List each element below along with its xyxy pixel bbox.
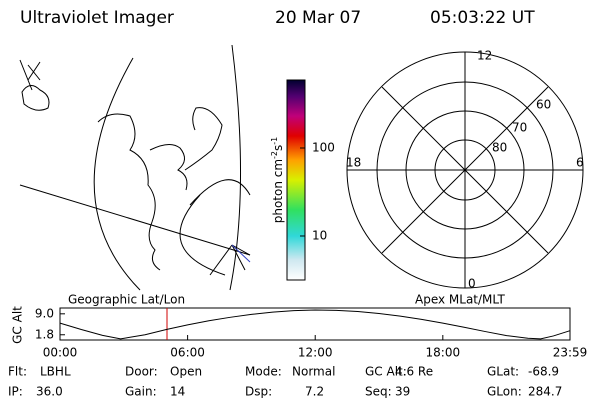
field-label: Door:: [125, 365, 158, 379]
mlt-label: 0: [468, 277, 476, 291]
field-label: Gain:: [125, 385, 157, 399]
exp: -1: [270, 137, 279, 145]
x-tick-label: 12:00: [298, 346, 333, 360]
plot-title: Geographic Lat/Lon: [68, 293, 185, 307]
colorbar-tick-label: 100: [312, 141, 335, 155]
lat-label: 80: [492, 141, 507, 155]
field-value: Normal: [292, 365, 335, 379]
mlt-label: 6: [576, 156, 584, 170]
line: [59, 309, 571, 340]
x-tick-label: 23:59: [553, 346, 588, 360]
field-label: GLon:: [487, 385, 522, 399]
field-value: 39: [395, 385, 410, 399]
colorbar: [286, 79, 306, 281]
field-label: Mode:: [245, 365, 282, 379]
field-value: -68.9: [528, 365, 559, 379]
polar-plot: [346, 51, 584, 289]
field-value: 284.7: [528, 385, 562, 399]
field-label: GC Alt:: [365, 365, 407, 379]
field-label: IP:: [8, 385, 23, 399]
colorbar-label: photon cm-2s-1: [270, 137, 285, 224]
x-tick-label: 18:00: [426, 346, 461, 360]
lat-label: 70: [512, 121, 527, 135]
x-tick-label: 00:00: [43, 346, 78, 360]
field-value: 4.6 Re: [395, 365, 433, 379]
unit: s: [271, 145, 285, 151]
lat-label: 60: [536, 98, 551, 112]
map: [19, 44, 251, 291]
mlt-label: 18: [346, 156, 361, 170]
plot-title: Apex MLat/MLT: [415, 293, 505, 307]
unit: photon cm: [271, 159, 285, 223]
field-value: 7.2: [305, 385, 324, 399]
time: 05:03:22 UT: [430, 8, 535, 28]
y-tick-label: 1.8: [35, 327, 54, 341]
mlt-label: 12: [477, 49, 492, 63]
x-tick-label: 06:00: [170, 346, 205, 360]
field-value: Open: [170, 365, 202, 379]
y-axis-label: GC Alt: [11, 306, 25, 344]
field-label: Seq:: [365, 385, 392, 399]
y-tick-label: 9.0: [35, 306, 54, 320]
colorbar-tick-label: 10: [312, 228, 327, 242]
field-label: GLat:: [487, 365, 519, 379]
field-label: Dsp:: [245, 385, 272, 399]
title: Ultraviolet Imager: [20, 8, 174, 28]
exp: -2: [270, 151, 279, 159]
field-value: 14: [170, 385, 185, 399]
field-value: 36.0: [36, 385, 63, 399]
date: 20 Mar 07: [275, 8, 361, 28]
field-value: LBHL: [40, 365, 71, 379]
field-label: Flt:: [8, 365, 27, 379]
